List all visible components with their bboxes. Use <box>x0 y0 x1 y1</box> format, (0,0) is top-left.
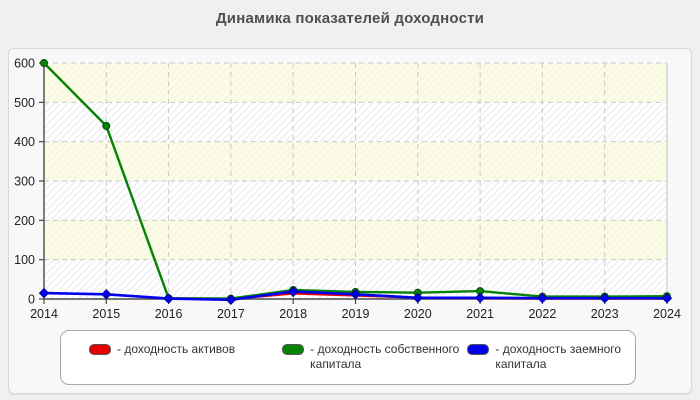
x-axis-label: 2024 <box>653 307 681 321</box>
y-axis-label: 500 <box>14 96 35 110</box>
data-point-marker <box>474 292 486 304</box>
line-chart: 0 100 200 300 400 500 600 2014 2015 2016 2017 2018 2… <box>14 57 681 322</box>
data-point-marker <box>225 294 237 305</box>
legend-swatch <box>89 344 111 355</box>
x-axis-label: 2015 <box>92 307 120 321</box>
data-point-marker <box>412 292 424 304</box>
x-axis-label: 2018 <box>279 307 307 321</box>
legend-swatch <box>282 344 305 355</box>
data-point-marker <box>661 293 673 304</box>
data-point-marker <box>163 293 174 304</box>
series-2 <box>38 286 673 305</box>
y-axis-label: 200 <box>14 214 35 228</box>
chart-card: 0 100 200 300 400 500 600 2014 2015 2016 2017 2018 2… <box>8 48 692 394</box>
y-axis-label: 0 <box>28 293 35 307</box>
data-series <box>38 59 673 305</box>
x-axis-label: 2022 <box>528 307 556 321</box>
legend-item: - доходность заемного капитала <box>467 342 625 372</box>
legend-label: - доходность заемного капитала <box>495 342 622 371</box>
y-axis-label: 300 <box>14 175 35 189</box>
x-axis-label: 2016 <box>155 307 183 321</box>
x-axis-label: 2017 <box>217 307 245 321</box>
data-point-marker <box>350 289 361 300</box>
y-axis-label: 600 <box>14 57 35 71</box>
x-axis-label: 2023 <box>591 307 619 321</box>
data-point-marker <box>599 293 610 304</box>
legend-item: - доходность собственного капитала <box>282 342 467 372</box>
y-axis-label: 400 <box>14 135 35 149</box>
data-point-marker <box>40 59 48 67</box>
x-axis-label: 2020 <box>404 307 432 321</box>
data-point-marker <box>38 287 50 299</box>
chart-title: Динамика показателей доходности <box>215 10 485 27</box>
legend-label: - доходность собственного капитала <box>310 342 460 371</box>
data-point-marker <box>102 121 111 130</box>
gridlines <box>44 62 668 299</box>
x-axis-label: 2021 <box>466 307 494 321</box>
chart-legend: - доходность активов - доходность собстве… <box>60 330 636 385</box>
y-axis-label: 100 <box>14 253 35 267</box>
legend-item: - доходность активов <box>89 342 282 357</box>
x-axis-label: 2014 <box>30 307 58 321</box>
data-point-marker <box>537 293 548 304</box>
legend-label: - доходность активов <box>117 342 236 356</box>
legend-swatch <box>467 344 490 355</box>
axis-labels: 0 100 200 300 400 500 600 2014 2015 2016 2017 2018 2… <box>14 57 681 322</box>
data-point-marker <box>101 289 112 300</box>
x-axis-label: 2019 <box>342 307 370 321</box>
data-point-marker <box>287 286 299 297</box>
